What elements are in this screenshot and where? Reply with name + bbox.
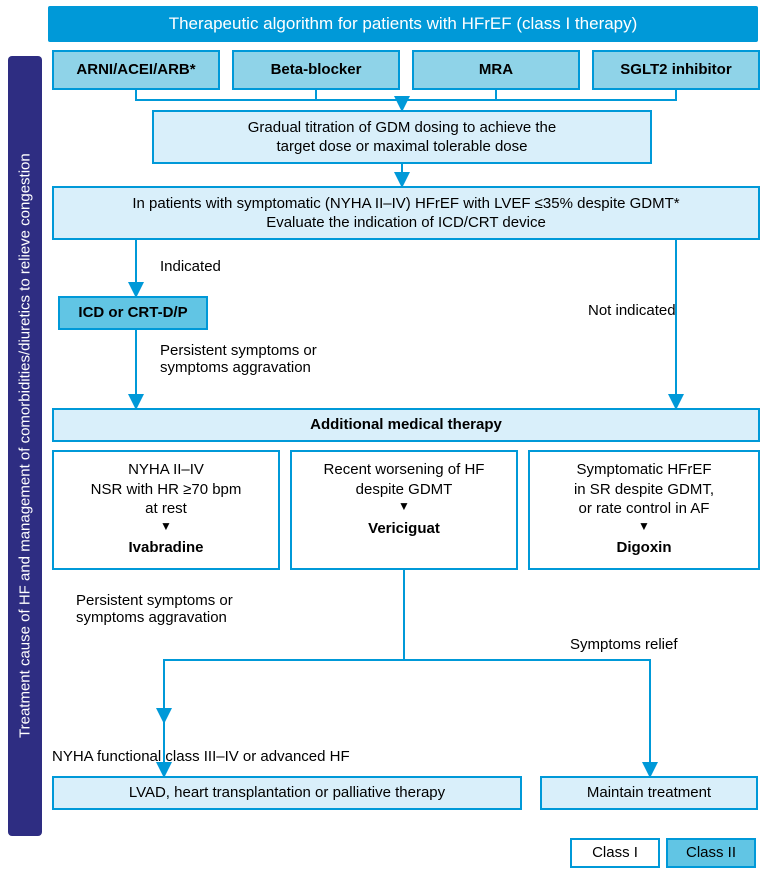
box-titration: Gradual titration of GDM dosing to achie… <box>152 110 652 164</box>
box-mra: MRA <box>412 50 580 90</box>
label-relief: Symptoms relief <box>570 636 678 653</box>
box-evaluate: In patients with symptomatic (NYHA II–IV… <box>52 186 760 240</box>
triangle-icon: ▼ <box>398 499 410 515</box>
sidebar-label: Treatment cause of HF and management of … <box>8 56 42 836</box>
ivabradine-cond: NYHA II–IV NSR with HR ≥70 bpm at rest <box>91 460 242 519</box>
box-icd: ICD or CRT-D/P <box>58 296 208 330</box>
legend-class2: Class II <box>666 838 756 868</box>
box-vericiguat: Recent worsening of HF despite GDMT ▼ Ve… <box>290 450 518 570</box>
label-persist2: Persistent symptoms or symptoms aggravat… <box>76 592 233 626</box>
label-persist1: Persistent symptoms or symptoms aggravat… <box>160 342 317 376</box>
box-digoxin: Symptomatic HFrEF in SR despite GDMT, or… <box>528 450 760 570</box>
box-arni: ARNI/ACEI/ARB* <box>52 50 220 90</box>
flowchart-canvas: Treatment cause of HF and management of … <box>0 0 768 878</box>
box-maintain: Maintain treatment <box>540 776 758 810</box>
box-ivabradine: NYHA II–IV NSR with HR ≥70 bpm at rest ▼… <box>52 450 280 570</box>
triangle-icon: ▼ <box>638 519 650 535</box>
label-indicated: Indicated <box>160 258 221 275</box>
title-bar: Therapeutic algorithm for patients with … <box>48 6 758 42</box>
digoxin-cond: Symptomatic HFrEF in SR despite GDMT, or… <box>574 460 714 519</box>
box-lvad: LVAD, heart transplantation or palliativ… <box>52 776 522 810</box>
box-additional: Additional medical therapy <box>52 408 760 442</box>
label-not-indicated: Not indicated <box>588 302 676 319</box>
legend-class1: Class I <box>570 838 660 868</box>
label-nyha34: NYHA functional class III–IV or advanced… <box>52 748 350 765</box>
digoxin-drug: Digoxin <box>617 538 672 558</box>
triangle-icon: ▼ <box>160 519 172 535</box>
vericiguat-drug: Vericiguat <box>368 519 440 539</box>
ivabradine-drug: Ivabradine <box>128 538 203 558</box>
box-sglt2: SGLT2 inhibitor <box>592 50 760 90</box>
box-beta: Beta-blocker <box>232 50 400 90</box>
vericiguat-cond: Recent worsening of HF despite GDMT <box>324 460 485 499</box>
